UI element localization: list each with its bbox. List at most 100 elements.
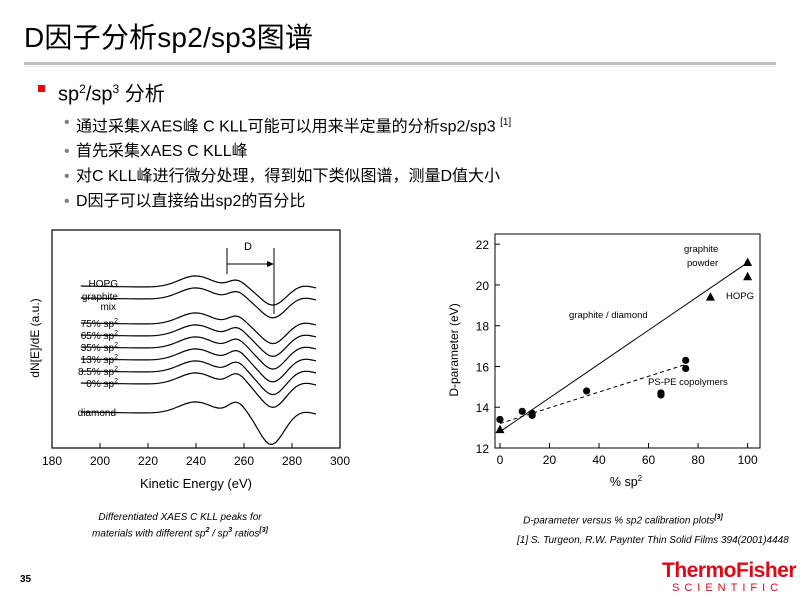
legend-85-text: 8.5% sp	[78, 367, 115, 378]
bullet-item-1: • 通过采集XAES峰 C KLL可能可以用来半定量的分析sp2/sp3 [1]	[38, 110, 778, 139]
fit-line-1	[499, 262, 748, 433]
calib-x-tick-label: 40	[592, 453, 606, 467]
legend-hopg: HOPG	[89, 279, 119, 290]
legend-75-text: 75% sp	[81, 319, 115, 330]
red-square-bullet-icon	[38, 85, 45, 92]
annot-ps-pe: PS-PE copolymers	[648, 377, 728, 388]
left-caption-s3: [3]	[259, 527, 268, 534]
legend-65-sup: 2	[114, 330, 118, 337]
legend-diamond: diamond	[78, 408, 116, 419]
d-arrow-head-icon	[267, 261, 274, 267]
bullet-item-2: • 首先采集XAES C KLL峰	[38, 139, 778, 164]
legend-75: 75% sp2	[81, 318, 118, 330]
calib-y-tick-label: 20	[476, 279, 490, 293]
spectra-x-tick-label: 300	[330, 454, 350, 468]
left-caption-c: ratios	[232, 528, 260, 540]
calib-x-tick-label: 20	[543, 453, 557, 467]
annot-graphite-diamond: graphite / diamond	[569, 310, 648, 321]
bullet-list: sp2/sp3 分析 • 通过采集XAES峰 C KLL可能可以用来半定量的分析…	[38, 74, 778, 214]
left-caption-a: materials with different sp	[92, 528, 206, 540]
spectra-x-tick-label: 240	[186, 454, 206, 468]
logo-line1: ThermoFisher	[662, 559, 797, 582]
left-caption-b: / sp	[209, 528, 229, 540]
spectrum-line-8	[80, 372, 317, 409]
spectrum-line-6	[80, 348, 317, 383]
gray-dot-bullet-icon: •	[64, 113, 70, 131]
xaes-spectra-chart: 180 200 220 240 260 280 300 D HOPG graphite mi…	[28, 226, 368, 496]
gray-dot-bullet-icon: •	[64, 167, 70, 185]
gray-dot-bullet-icon: •	[64, 142, 70, 160]
calib-x-label-text: % sp	[610, 475, 638, 489]
calib-x-label: % sp2	[610, 474, 643, 489]
bullet-item-4: • D因子可以直接给出sp2的百分比	[38, 189, 778, 214]
legend-0: 0% sp2	[86, 378, 118, 390]
calib-x-tick-label: 80	[691, 453, 705, 467]
legend-graphite-l1: graphite	[82, 292, 119, 303]
legend-35: 35% sp2	[81, 342, 118, 354]
triangle-point	[743, 271, 753, 281]
spectra-x-label: Kinetic Energy (eV)	[140, 476, 252, 491]
calib-plot-frame	[494, 233, 761, 449]
calib-x-label-sup: 2	[638, 474, 643, 483]
legend-35-text: 35% sp	[81, 343, 115, 354]
spectra-x-tick-label: 280	[282, 454, 302, 468]
annot-graphite-powder-l2: powder	[687, 258, 718, 269]
legend-65: 65% sp2	[81, 330, 118, 342]
circle-point	[682, 364, 690, 373]
annot-hopg: HOPG	[726, 291, 754, 302]
circle-point	[496, 415, 504, 424]
spectra-x-tick-label: 260	[234, 454, 254, 468]
calib-y-tick-label: 16	[476, 360, 490, 374]
left-caption-s2: 3	[228, 527, 233, 534]
circle-point	[518, 407, 526, 415]
title-divider-shadow	[24, 66, 776, 67]
logo-line2: SCIENTIFIC	[672, 582, 784, 594]
left-caption-line1: Differentiated XAES C KLL peaks for	[98, 512, 262, 523]
calib-fit-lines	[499, 262, 748, 433]
bullet-main-sup2: 3	[112, 82, 120, 96]
reference-note: [1] S. Turgeon, R.W. Paynter Thin Solid …	[517, 535, 789, 546]
bullet-item-4-text: D因子可以直接给出sp2的百分比	[76, 192, 306, 210]
spectra-x-ticks: 180 200 220 240 260 280 300	[42, 443, 350, 468]
triangle-point	[743, 257, 753, 267]
spectrum-line-9	[80, 401, 317, 446]
calib-x-ticks: 0 20 40 60 80 100	[497, 443, 758, 467]
legend-0-sup: 2	[114, 378, 118, 385]
left-caption-s1: 2	[205, 527, 210, 534]
calib-y-tick-label: 12	[476, 442, 490, 456]
left-chart-caption: Differentiated XAES C KLL peaks for mate…	[60, 511, 300, 540]
spectrum-line-2	[80, 287, 317, 319]
legend-85: 8.5% sp2	[78, 366, 118, 378]
calib-x-tick-label: 0	[497, 453, 504, 467]
page-number: 35	[20, 574, 32, 585]
spectrum-line-4	[80, 324, 317, 358]
bullet-item-3: • 对C KLL峰进行微分处理，得到如下类似图谱，测量D值大小	[38, 164, 778, 189]
right-caption-text: D-parameter versus % sp2 calibration plo…	[523, 515, 715, 527]
legend-13-sup: 2	[114, 354, 118, 361]
legend-65-text: 65% sp	[81, 331, 115, 342]
spectra-y-label: dN[E]/dE (a.u.)	[28, 298, 42, 377]
triangle-point	[495, 424, 505, 434]
calib-data-points	[495, 257, 753, 434]
slide-title: D因子分析sp2/sp3图谱	[24, 22, 314, 53]
bullet-item-2-text: 首先采集XAES C KLL峰	[76, 142, 248, 160]
d-parameter-chart: 12 14 16 18 20 22 0 20 40 60 80 100 graphite powde…	[440, 228, 780, 504]
calib-y-tick-label: 14	[476, 401, 490, 415]
title-divider	[24, 62, 776, 65]
triangle-point	[705, 292, 715, 301]
spectra-x-tick-label: 220	[138, 454, 158, 468]
bullet-main-mid: /sp	[85, 83, 113, 106]
circle-point	[657, 391, 665, 399]
legend-75-sup: 2	[114, 318, 118, 325]
spectra-curves	[80, 275, 317, 446]
left-caption-line2: materials with different sp2 / sp3 ratio…	[60, 524, 300, 540]
legend-0-text: 0% sp	[86, 379, 114, 390]
bullet-item-3-text: 对C KLL峰进行微分处理，得到如下类似图谱，测量D值大小	[76, 167, 501, 185]
legend-13: 13% sp2	[81, 354, 118, 366]
d-annotation: D	[244, 241, 252, 253]
legend-35-sup: 2	[114, 342, 118, 349]
bullet-item-1-ref: [1]	[500, 116, 512, 128]
circle-point	[583, 387, 591, 395]
bullet-main-pre: sp	[58, 83, 80, 106]
circle-point	[682, 356, 690, 364]
